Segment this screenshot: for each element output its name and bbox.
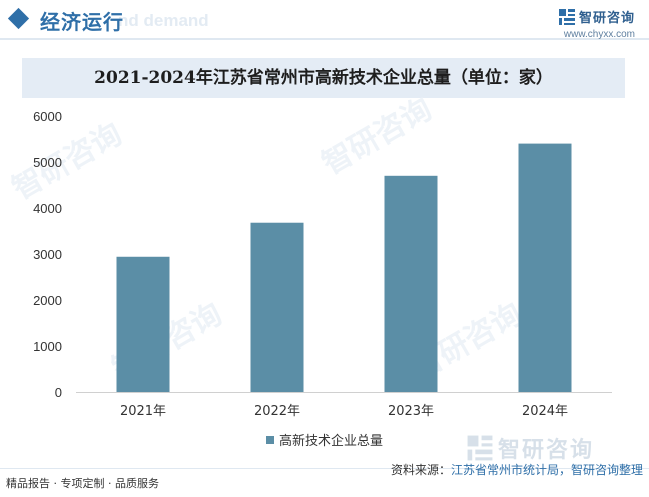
y-tick-label: 6000 [33, 109, 62, 124]
bars-group [116, 143, 572, 392]
x-axis: 2021年 2022年 2023年 2024年 [76, 392, 612, 419]
legend: 高新技术企业总量 [0, 430, 649, 449]
y-tick-label: 1000 [33, 339, 62, 354]
bar-2 [250, 222, 304, 392]
bar-1 [116, 256, 170, 392]
ghost-subtitle: nd demand [118, 11, 209, 30]
x-tick-label: 2021年 [120, 404, 166, 419]
watermark-brand-text: 智研咨询 [498, 438, 595, 463]
y-tick-label: 4000 [33, 201, 62, 216]
bar-3 [384, 175, 438, 392]
source-label: 资料来源： [390, 463, 451, 477]
footer-slogan: 精品报告 · 专项定制 · 品质服务 [6, 477, 159, 490]
y-tick-label: 2000 [33, 293, 62, 308]
y-axis: 0 1000 2000 3000 4000 5000 6000 [33, 109, 62, 400]
chart-title: 2021-2024年江苏省常州市高新技术企业总量（单位：家） [94, 68, 553, 88]
brand: 智研咨询 www.chyxx.com [558, 7, 635, 40]
bar-chart: 0 1000 2000 3000 4000 5000 6000 2021年 2022年 2023… [33, 109, 612, 419]
brand-url: www.chyxx.com [563, 29, 635, 40]
footer: 精品报告 · 专项定制 · 品质服务 资料来源：江苏省常州市统计局，智研咨询整理 [0, 463, 649, 497]
y-tick-label: 3000 [33, 247, 62, 262]
y-tick-label: 0 [55, 385, 62, 400]
legend-label: 高新技术企业总量 [278, 434, 383, 449]
footer-divider [0, 468, 649, 469]
footer-source: 资料来源：江苏省常州市统计局，智研咨询整理 [391, 461, 643, 478]
bar-4 [518, 143, 572, 392]
bottom-watermark: 智研咨询 [466, 432, 594, 464]
x-tick-label: 2024年 [522, 404, 568, 419]
brand-logo-icon [558, 8, 575, 25]
watermark-logo-icon [467, 435, 493, 461]
legend-swatch [265, 435, 274, 444]
header-divider [0, 38, 649, 40]
x-tick-label: 2022年 [254, 404, 300, 419]
x-tick-label: 2023年 [388, 404, 434, 419]
chart-title-band: 2021-2024年江苏省常州市高新技术企业总量（单位：家） [22, 58, 625, 98]
brand-name: 智研咨询 [578, 11, 635, 26]
top-header: nd demand 经济运行 智研咨询 www.chyxx.com [0, 0, 649, 46]
y-tick-label: 5000 [33, 155, 62, 170]
source-value: 江苏省常州市统计局，智研咨询整理 [450, 463, 643, 477]
section-title: 经济运行 [40, 10, 124, 34]
